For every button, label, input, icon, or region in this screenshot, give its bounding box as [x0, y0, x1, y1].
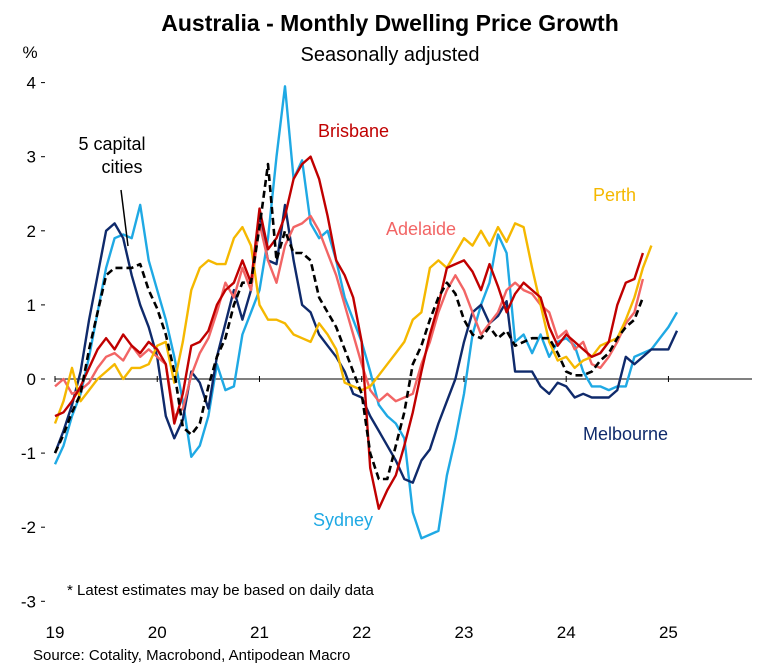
- label-5-capital-cities-line1: 5 capital: [78, 134, 145, 154]
- y-tick-label: 1: [27, 296, 36, 315]
- x-tick-label: 19: [46, 623, 65, 642]
- series-line-5-capital-cities: [53, 162, 645, 481]
- source-note: Source: Cotality, Macrobond, Antipodean …: [33, 647, 350, 664]
- x-tick-label: 20: [148, 623, 167, 642]
- label-adelaide: Adelaide: [386, 219, 456, 239]
- y-tick-label: -2: [21, 518, 36, 537]
- series-line-brisbane: [54, 155, 645, 510]
- series-line-sydney: [53, 85, 679, 540]
- x-tick-label: 24: [557, 623, 576, 642]
- x-tick-label: 21: [250, 623, 269, 642]
- x-axis: 19 20 21 22 23 24 25: [46, 376, 678, 642]
- y-tick-label: 3: [27, 148, 36, 167]
- y-tick-label: 2: [27, 222, 36, 241]
- y-axis-label: %: [22, 43, 37, 62]
- series-line-perth: [53, 222, 653, 424]
- label-melbourne: Melbourne: [583, 424, 668, 444]
- label-perth: Perth: [593, 185, 636, 205]
- y-tick-label: 4: [27, 74, 36, 93]
- footnote: * Latest estimates may be based on daily…: [67, 582, 375, 599]
- x-tick-label: 25: [659, 623, 678, 642]
- chart-subtitle: Seasonally adjusted: [300, 44, 479, 66]
- chart-title: Australia - Monthly Dwelling Price Growt…: [161, 10, 619, 36]
- label-5-capital-cities-line2: cities: [101, 157, 142, 177]
- series-layer: [53, 85, 679, 540]
- label-brisbane: Brisbane: [318, 121, 389, 141]
- x-tick-label: 22: [352, 623, 371, 642]
- x-tick-label: 23: [454, 623, 473, 642]
- label-sydney: Sydney: [313, 510, 373, 530]
- y-tick-label: -3: [21, 592, 36, 611]
- annotation-arrow: [120, 189, 129, 247]
- y-axis: 4 3 2 1 0 -1 -2 -3: [21, 74, 45, 611]
- y-tick-label: 0: [27, 370, 36, 389]
- y-tick-label: -1: [21, 444, 36, 463]
